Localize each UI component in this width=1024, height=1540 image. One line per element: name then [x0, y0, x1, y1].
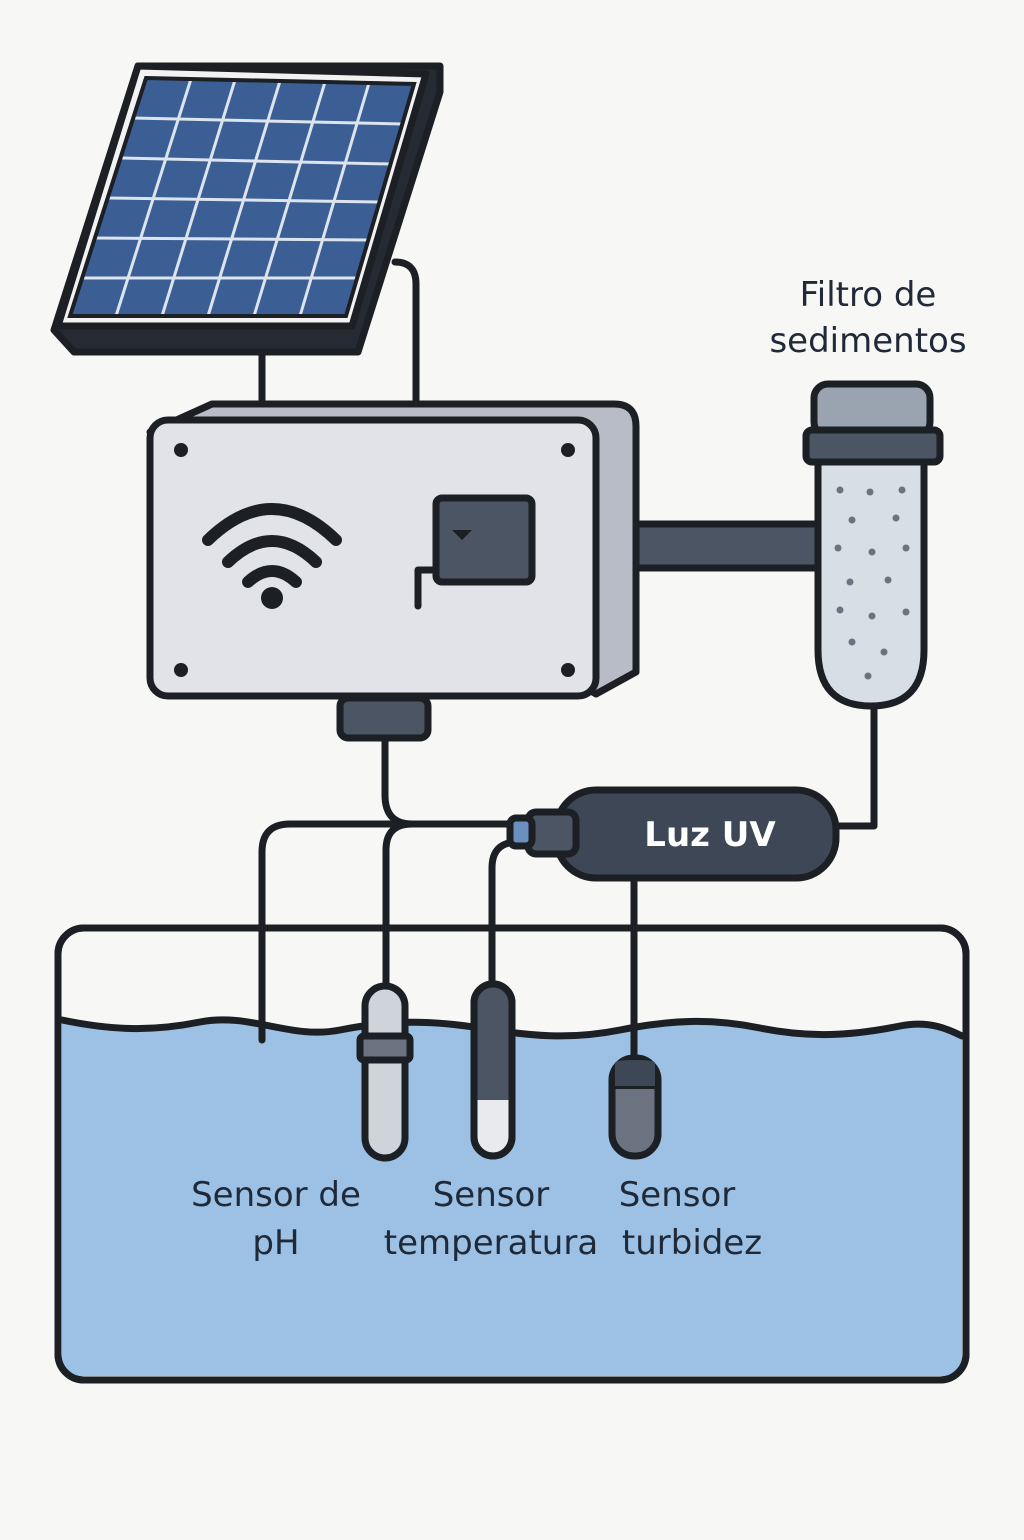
sediment-filter-icon	[802, 380, 944, 710]
svg-text:pH: pH	[252, 1223, 299, 1263]
turbidity-sensor-icon	[608, 1054, 662, 1160]
control-box-icon	[146, 400, 640, 742]
water-tank-icon	[54, 924, 970, 1384]
temperature-sensor-icon	[470, 980, 516, 1160]
water-surface-line	[58, 1016, 966, 1040]
controller-module	[414, 494, 536, 610]
wifi-icon	[202, 503, 342, 609]
svg-text:turbidez: turbidez	[622, 1223, 762, 1263]
turbidity-sensor-label: Sensor turbidez	[619, 1175, 762, 1263]
temperature-sensor-label: Sensor temperatura	[384, 1175, 598, 1263]
wiring	[258, 258, 878, 1066]
pipe	[632, 520, 822, 572]
uv-lamp-icon: Luz UV	[506, 786, 840, 882]
svg-text:sedimentos: sedimentos	[769, 321, 966, 361]
solar-panel-icon	[50, 62, 444, 356]
svg-text:Sensor de: Sensor de	[191, 1175, 361, 1215]
filter-label: Filtro de sedimentos	[769, 275, 966, 361]
svg-text:temperatura: temperatura	[384, 1223, 598, 1263]
svg-text:Sensor: Sensor	[433, 1175, 550, 1215]
ph-sensor-label: Sensor de pH	[191, 1175, 361, 1263]
water-body	[62, 1019, 962, 1376]
svg-text:Filtro de: Filtro de	[800, 275, 937, 315]
svg-text:Sensor: Sensor	[619, 1175, 736, 1215]
uv-label: Luz UV	[644, 815, 776, 855]
ph-sensor-icon	[356, 982, 414, 1162]
